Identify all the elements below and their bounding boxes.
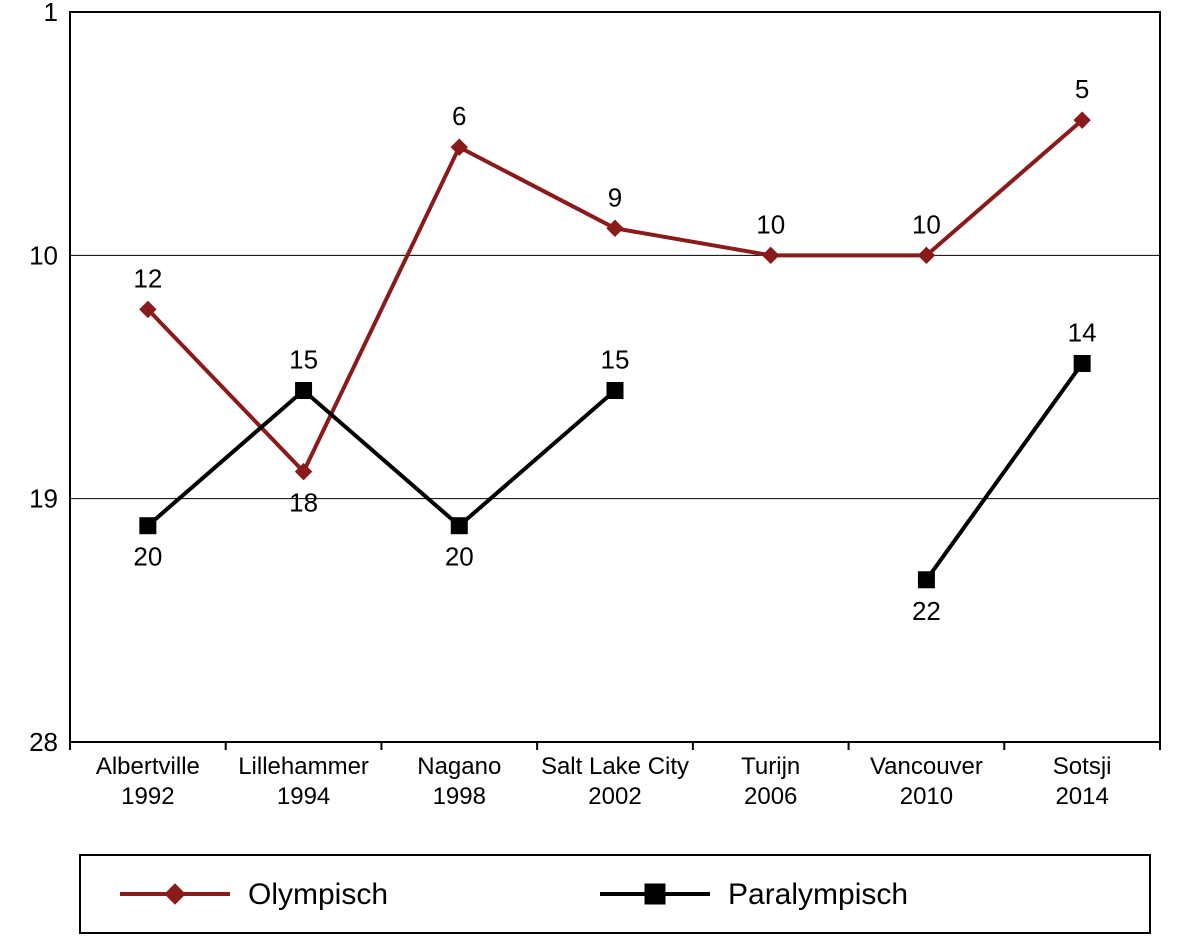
x-category-label: Lillehammer — [238, 753, 369, 780]
x-category-label: Salt Lake City — [541, 753, 689, 780]
data-label: 22 — [912, 596, 941, 626]
data-label: 10 — [756, 209, 785, 239]
data-label: 15 — [601, 345, 630, 375]
x-category-label: Nagano — [417, 753, 501, 780]
x-year-label: 1998 — [433, 783, 486, 810]
chart-container: 1 10 19 28 Albertville 1992 Lillehammer 1994 Nag… — [0, 0, 1182, 945]
y-tick-label: 10 — [29, 240, 58, 270]
series-marker — [1074, 355, 1090, 371]
legend-swatch-marker — [645, 884, 665, 904]
x-year-label: 2006 — [744, 783, 797, 810]
legend-label: Paralympisch — [728, 878, 908, 911]
x-category-label: Turijn — [741, 753, 800, 780]
x-category-label: Sotsji — [1053, 753, 1112, 780]
line-chart: 1 10 19 28 Albertville 1992 Lillehammer 1994 Nag… — [0, 0, 1182, 945]
x-year-label: 2014 — [1055, 783, 1108, 810]
data-label: 6 — [452, 101, 466, 131]
data-label: 9 — [608, 182, 622, 212]
x-year-label: 2002 — [588, 783, 641, 810]
legend-label: Olympisch — [248, 878, 388, 911]
x-year-label: 1994 — [277, 783, 330, 810]
data-label: 20 — [133, 542, 162, 572]
series-marker — [451, 518, 467, 534]
x-category-label: Albertville — [96, 753, 200, 780]
y-tick-label: 1 — [44, 0, 58, 27]
series-marker — [918, 572, 934, 588]
series-marker — [296, 383, 312, 399]
x-category-label: Vancouver — [870, 753, 983, 780]
x-year-label: 2010 — [900, 783, 953, 810]
data-label: 14 — [1068, 317, 1097, 347]
series-marker — [607, 383, 623, 399]
y-tick-label: 28 — [29, 727, 58, 757]
data-label: 10 — [912, 209, 941, 239]
data-label: 12 — [133, 263, 162, 293]
y-tick-label: 19 — [29, 484, 58, 514]
data-label: 5 — [1075, 74, 1089, 104]
data-label: 15 — [289, 345, 318, 375]
data-label: 20 — [445, 542, 474, 572]
data-label: 18 — [289, 488, 318, 518]
series-marker — [140, 518, 156, 534]
x-year-label: 1992 — [121, 783, 174, 810]
